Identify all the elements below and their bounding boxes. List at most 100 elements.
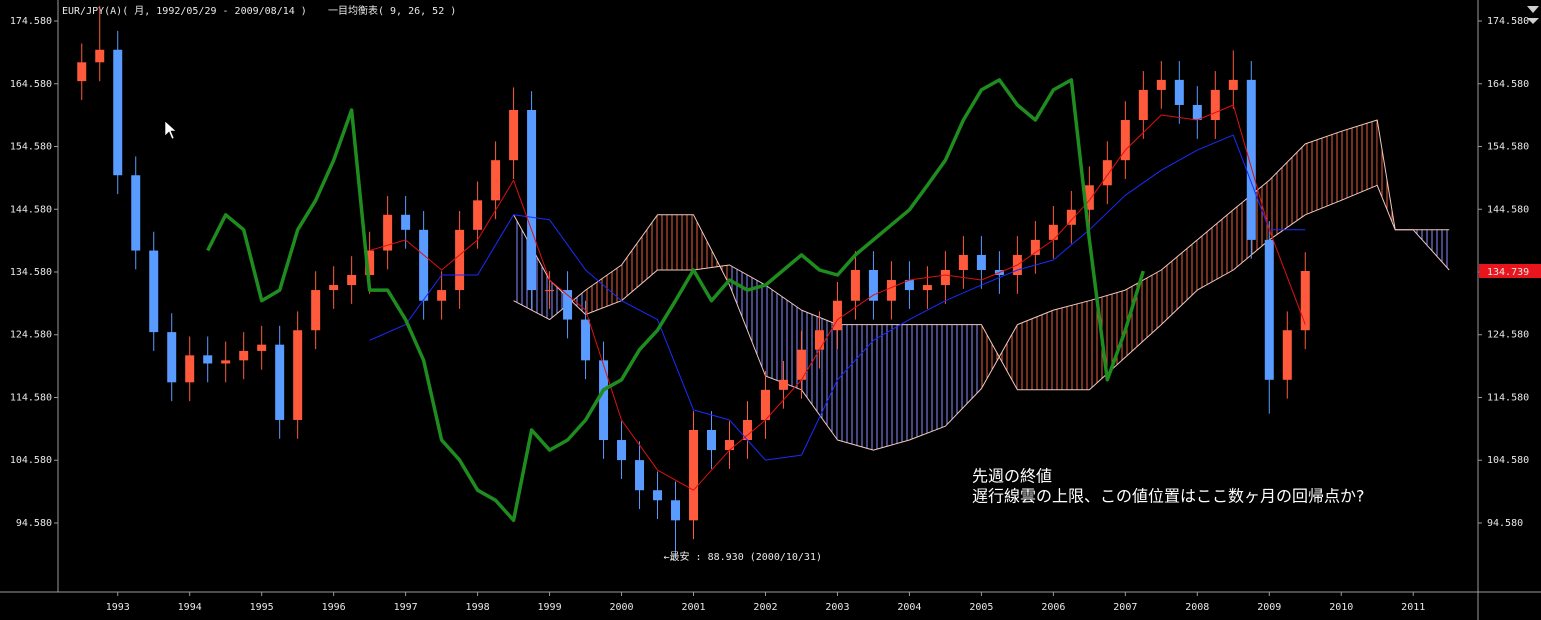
x-tick-label: 2000: [609, 602, 633, 613]
y2-tick-label: 94.580: [1487, 518, 1523, 529]
candle-body: [473, 200, 483, 230]
candle-body: [563, 290, 573, 320]
tenkan-line: [369, 104, 1306, 491]
candle-body: [581, 319, 591, 361]
cloud-segment: [801, 310, 838, 441]
x-tick-label: 2011: [1401, 602, 1425, 613]
scroll-icon[interactable]: [1527, 18, 1539, 24]
candle-body: [1066, 209, 1076, 225]
x-tick-label: 2002: [753, 602, 777, 613]
candle-body: [1084, 185, 1094, 210]
cloud-segment: [657, 214, 694, 270]
y-tick-label: 164.580: [10, 79, 52, 90]
candle-body: [599, 360, 609, 441]
candle-body: [131, 175, 141, 251]
candle-body: [329, 285, 339, 291]
cloud-segment: [765, 285, 802, 390]
candle-body: [257, 344, 267, 351]
candle-body: [95, 49, 105, 63]
cloud-segment: [585, 264, 622, 315]
candle-body: [113, 49, 123, 176]
mouse-cursor: [164, 120, 177, 140]
candle-body: [545, 290, 555, 292]
cloud-segment: [1197, 209, 1234, 291]
candle-body: [868, 269, 878, 301]
cloud-segment: [1053, 300, 1090, 390]
candle-body: [1210, 89, 1220, 121]
x-tick-label: 1996: [322, 602, 346, 613]
candle-body: [185, 355, 195, 383]
cloud-segment: [1017, 310, 1054, 390]
x-tick-label: 2003: [825, 602, 849, 613]
x-tick-label: 2001: [681, 602, 705, 613]
kijun-line: [369, 134, 1306, 461]
candle-body: [1156, 79, 1166, 90]
y2-tick-label: 114.580: [1487, 392, 1529, 403]
candle-body: [347, 275, 357, 286]
candle-body: [724, 440, 734, 451]
candle-body: [509, 109, 519, 161]
candle-body: [1300, 271, 1310, 331]
y2-tick-label: 164.580: [1487, 79, 1529, 90]
x-tick-label: 1993: [106, 602, 130, 613]
y-tick-label: 174.580: [10, 16, 52, 27]
candle-body: [760, 389, 770, 420]
candle-body: [922, 285, 932, 291]
y-tick-label: 104.580: [10, 455, 52, 466]
y-tick-label: 94.580: [16, 518, 52, 529]
x-tick-label: 2010: [1329, 602, 1353, 613]
candle-body: [689, 429, 699, 521]
y-tick-label: 154.580: [10, 142, 52, 153]
cloud-segment: [873, 324, 910, 451]
cloud-segment: [837, 324, 874, 451]
candle-body: [365, 250, 375, 276]
candle-body: [1228, 79, 1238, 90]
candle-body: [1030, 239, 1040, 255]
span-b-line: [513, 184, 1450, 391]
candle-body: [167, 332, 177, 383]
candle-body: [617, 440, 627, 461]
candle-body: [383, 214, 393, 251]
candle-body: [653, 490, 663, 501]
chikou-line: [206, 78, 1145, 523]
candle-body: [796, 349, 806, 380]
x-tick-label: 2005: [969, 602, 993, 613]
cloud-segment: [1269, 143, 1306, 240]
x-tick-label: 2004: [897, 602, 921, 613]
candle-body: [707, 429, 717, 451]
candle-body: [149, 250, 159, 333]
cloud-segment: [729, 264, 766, 377]
comment-line-2: 遅行線雲の上限、この値位置はここ数ヶ月の回帰点か?: [972, 487, 1365, 506]
candle-body: [850, 269, 860, 301]
menu-icon[interactable]: [1527, 6, 1539, 13]
candle-body: [491, 160, 501, 201]
candle-body: [1120, 120, 1130, 161]
x-tick-label: 1994: [178, 602, 202, 613]
y2-tick-label: 154.580: [1487, 142, 1529, 153]
candle-body: [293, 330, 303, 420]
candle-body: [527, 109, 537, 291]
candle-body: [1282, 330, 1292, 380]
candle-body: [419, 229, 429, 301]
x-tick-label: 1999: [538, 602, 562, 613]
candle-body: [940, 269, 950, 286]
candle-body: [203, 355, 213, 364]
cloud-segment: [945, 324, 982, 427]
comment-line-1: 先週の終値: [972, 467, 1052, 486]
y-tick-label: 124.580: [10, 330, 52, 341]
y2-tick-label: 104.580: [1487, 455, 1529, 466]
candle-body: [1246, 79, 1256, 240]
x-tick-label: 2007: [1113, 602, 1137, 613]
indicator-title: 一目均衡表( 9, 26, 52 ): [328, 4, 456, 17]
x-tick-label: 1997: [394, 602, 418, 613]
candle-body: [275, 344, 285, 420]
candle-body: [778, 379, 788, 390]
candle-body: [742, 419, 752, 441]
y-tick-label: 134.580: [10, 267, 52, 278]
low-annotation: ←最安 : 88.930 (2000/10/31): [664, 550, 822, 563]
candle-body: [77, 62, 87, 82]
candle-body: [1192, 104, 1202, 121]
price-tag-label: 134.739: [1487, 267, 1529, 278]
candle-body: [401, 214, 411, 230]
